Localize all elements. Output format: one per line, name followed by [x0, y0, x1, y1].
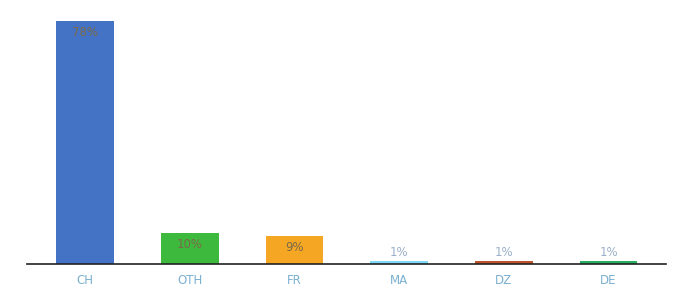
Text: 1%: 1% [390, 246, 409, 259]
Text: 10%: 10% [177, 238, 203, 250]
Text: 9%: 9% [285, 241, 304, 254]
Bar [475, 261, 532, 264]
Text: 78%: 78% [72, 26, 98, 39]
Bar [580, 261, 637, 264]
Bar [56, 21, 114, 264]
Bar [371, 261, 428, 264]
Text: 1%: 1% [494, 246, 513, 259]
Bar [161, 233, 218, 264]
Bar [266, 236, 323, 264]
Text: 1%: 1% [599, 246, 618, 259]
